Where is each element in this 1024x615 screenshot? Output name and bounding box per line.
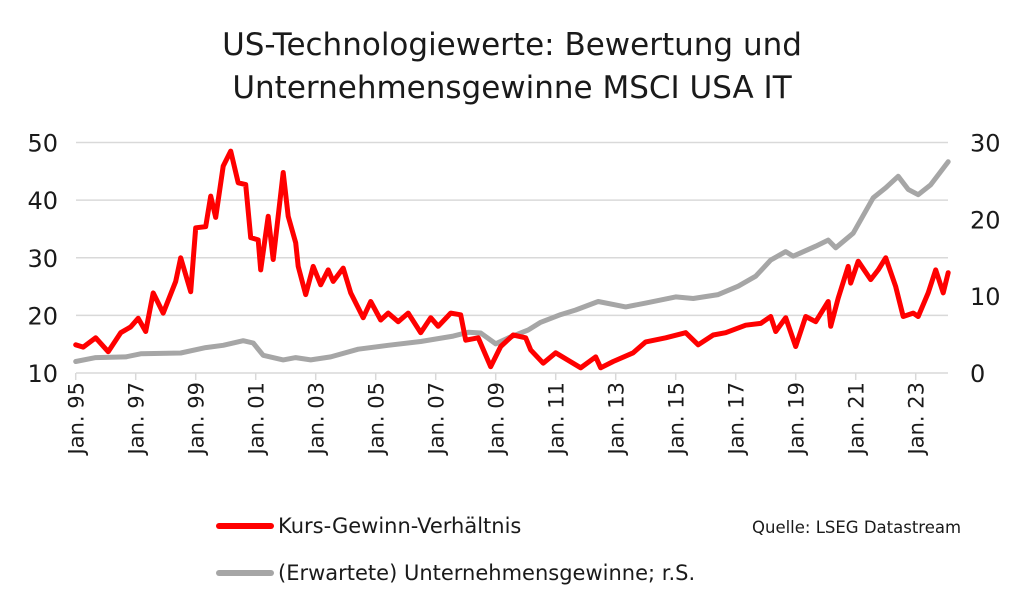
legend-item-pe-ratio: Kurs-Gewinn-Verhältnis: [216, 514, 521, 538]
x-tick-label: Jan. 97: [125, 382, 149, 456]
chart-title-line-2: Unternehmensgewinne MSCI USA IT: [232, 70, 792, 106]
legend-swatch-gray: [216, 570, 274, 576]
legend-item-earnings: (Erwartete) Unternehmensgewinne; r.S.: [216, 561, 695, 585]
chart-title-line-1: US-Technologiewerte: Bewertung und: [222, 27, 802, 63]
y-right-tick-label: 20: [970, 206, 1001, 234]
y-right-tick-label: 30: [970, 130, 1001, 158]
series-lines: [73, 148, 951, 371]
x-tick-label: Jan. 03: [305, 382, 329, 456]
legend-label: Kurs-Gewinn-Verhältnis: [278, 514, 522, 538]
source-note: Quelle: LSEG Datastream: [752, 518, 962, 537]
y-left-tick-label: 10: [27, 360, 58, 388]
series-line-pe-ratio: [73, 148, 951, 371]
legend-swatch-red: [216, 523, 274, 529]
x-tick-label: Jan. 19: [785, 382, 809, 456]
x-tick-label: Jan. 13: [605, 382, 629, 456]
x-tick-label: Jan. 23: [905, 382, 929, 456]
y-left-tick-label: 20: [27, 302, 58, 330]
legend-label: (Erwartete) Unternehmensgewinne; r.S.: [278, 561, 696, 585]
y-axis-labels: 10 20 30 40 50 0 10 20 30: [27, 130, 1000, 389]
gridlines: [76, 141, 948, 374]
x-tick-label: Jan. 01: [245, 382, 269, 456]
x-tick-label: Jan. 99: [185, 382, 209, 456]
y-left-tick-label: 50: [27, 130, 58, 158]
x-tick-label: Jan. 11: [545, 382, 569, 456]
x-tick-label: Jan. 05: [365, 382, 389, 456]
y-left-tick-label: 30: [27, 245, 58, 273]
y-left-tick-label: 40: [27, 187, 58, 215]
x-tick-label: Jan. 21: [845, 382, 869, 456]
y-right-tick-label: 10: [970, 283, 1001, 311]
x-axis-ticks: [74, 373, 917, 380]
x-tick-label: Jan. 15: [665, 382, 689, 456]
x-tick-label: Jan. 07: [425, 382, 449, 456]
series-line-earnings: [73, 159, 951, 364]
x-tick-label: Jan. 17: [725, 382, 749, 456]
x-tick-label: Jan. 95: [65, 382, 89, 456]
x-axis-labels: Jan. 95 Jan. 97 Jan. 99 Jan. 01 Jan. 03 Jan. …: [65, 382, 929, 456]
x-tick-label: Jan. 09: [485, 382, 509, 456]
chart-title: US-Technologiewerte: Bewertung und Unter…: [0, 24, 1024, 110]
y-right-tick-label: 0: [970, 360, 985, 388]
